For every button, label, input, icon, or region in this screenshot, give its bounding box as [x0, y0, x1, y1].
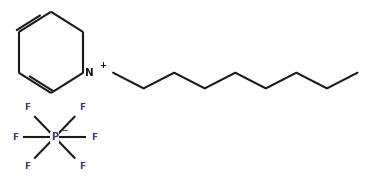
Text: −: −: [61, 126, 68, 135]
Text: F: F: [79, 162, 85, 171]
Text: F: F: [12, 133, 19, 142]
Text: F: F: [79, 103, 85, 112]
Text: F: F: [91, 133, 97, 142]
Text: N: N: [85, 68, 94, 78]
Text: +: +: [99, 61, 106, 70]
Text: P: P: [51, 132, 58, 142]
Text: F: F: [24, 103, 31, 112]
Text: F: F: [24, 162, 31, 171]
